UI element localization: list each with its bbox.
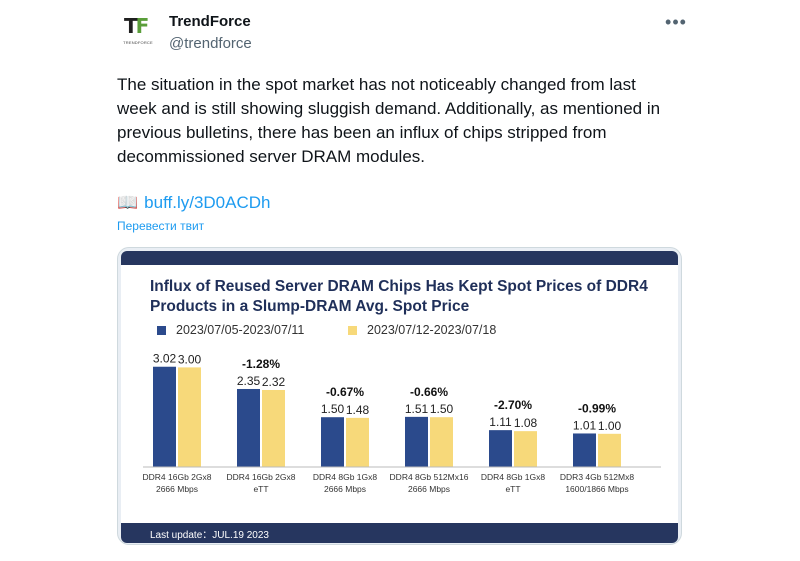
value-label-series1-5: 1.01 — [573, 418, 597, 432]
category-label-4-0: DDR4 8Gb 1Gx8 — [481, 472, 546, 482]
tweet-text: The situation in the spot market has not… — [117, 75, 661, 166]
value-label-series1-1: 2.35 — [237, 374, 261, 388]
category-label-1-1: eTT — [253, 484, 268, 494]
category-label-2-0: DDR4 8Gb 1Gx8 — [313, 472, 378, 482]
last-update-label: Last update：JUL.19 2023 — [150, 530, 269, 541]
bar-series2-2 — [346, 417, 369, 467]
chart-title: Influx of Reused Server DRAM Chips Has K… — [150, 278, 648, 315]
bar-series2-5 — [598, 433, 621, 467]
category-label-0-0: DDR4 16Gb 2Gx8 — [143, 472, 212, 482]
bar-series1-4 — [489, 430, 512, 467]
change-label-3: -0.66% — [410, 385, 448, 399]
change-label-5: -0.99% — [578, 401, 616, 415]
tweet-image[interactable]: Influx of Reused Server DRAM Chips Has K… — [117, 247, 682, 545]
legend-swatch-series2 — [348, 326, 357, 335]
bar-series2-0 — [178, 367, 201, 467]
value-label-series2-4: 1.08 — [514, 416, 538, 430]
value-label-series2-2: 1.48 — [346, 403, 370, 417]
category-label-5-1: 1600/1866 Mbps — [565, 484, 628, 494]
category-label-1-0: DDR4 16Gb 2Gx8 — [227, 472, 296, 482]
link-row: 📖 buff.ly/3D0ACDh — [117, 192, 270, 214]
legend-label-series1: 2023/07/05-2023/07/11 — [176, 323, 305, 337]
value-label-series1-0: 3.02 — [153, 352, 177, 366]
value-label-series2-1: 2.32 — [262, 375, 286, 389]
category-label-3-1: 2666 Mbps — [408, 484, 450, 494]
category-label-5-0: DDR3 4Gb 512Mx8 — [560, 472, 634, 482]
card-footer: Last update：JUL.19 2023 — [121, 523, 678, 543]
value-label-series1-2: 1.50 — [321, 402, 345, 416]
bar-series2-1 — [262, 389, 285, 467]
value-label-series1-4: 1.11 — [489, 415, 512, 429]
bar-series1-0 — [153, 366, 176, 467]
category-label-3-0: DDR4 8Gb 512Mx16 — [390, 472, 469, 482]
author-name[interactable]: TrendForce — [169, 13, 251, 30]
category-label-4-1: eTT — [505, 484, 520, 494]
tweet-link[interactable]: buff.ly/3D0ACDh — [144, 193, 271, 212]
chart-card: Influx of Reused Server DRAM Chips Has K… — [121, 251, 678, 543]
bar-series1-5 — [573, 433, 596, 467]
bar-series1-3 — [405, 416, 428, 467]
value-label-series2-5: 1.00 — [598, 419, 622, 433]
card-top-bar — [121, 251, 678, 265]
category-label-0-1: 2666 Mbps — [156, 484, 198, 494]
legend-swatch-series1 — [157, 326, 166, 335]
bar-series1-2 — [321, 417, 344, 467]
value-label-series1-3: 1.51 — [405, 402, 429, 416]
change-label-2: -0.67% — [326, 385, 364, 399]
book-icon: 📖 — [117, 193, 139, 212]
change-label-4: -2.70% — [494, 398, 532, 412]
bar-series1-1 — [237, 388, 260, 467]
more-icon[interactable]: ••• — [665, 12, 687, 32]
avatar-caption: TRENDFORCE — [123, 40, 153, 45]
trendforce-logo-icon: TF — [124, 14, 149, 38]
value-label-series2-0: 3.00 — [178, 352, 202, 366]
legend-label-series2: 2023/07/12-2023/07/18 — [367, 323, 497, 337]
bar-series2-3 — [430, 417, 453, 467]
translate-tweet-link[interactable]: Перевести твит — [117, 219, 205, 233]
category-label-2-1: 2666 Mbps — [324, 484, 366, 494]
value-label-series2-3: 1.50 — [430, 402, 454, 416]
bar-series2-4 — [514, 431, 537, 467]
change-label-1: -1.28% — [242, 357, 280, 371]
author-handle[interactable]: @trendforce — [169, 35, 252, 52]
avatar[interactable]: TF TRENDFORCE — [117, 12, 157, 52]
bar-chart: 3.023.00 -0.66% DDR4 16Gb 2Gx8 2666 Mbps 2.3… — [143, 352, 661, 494]
